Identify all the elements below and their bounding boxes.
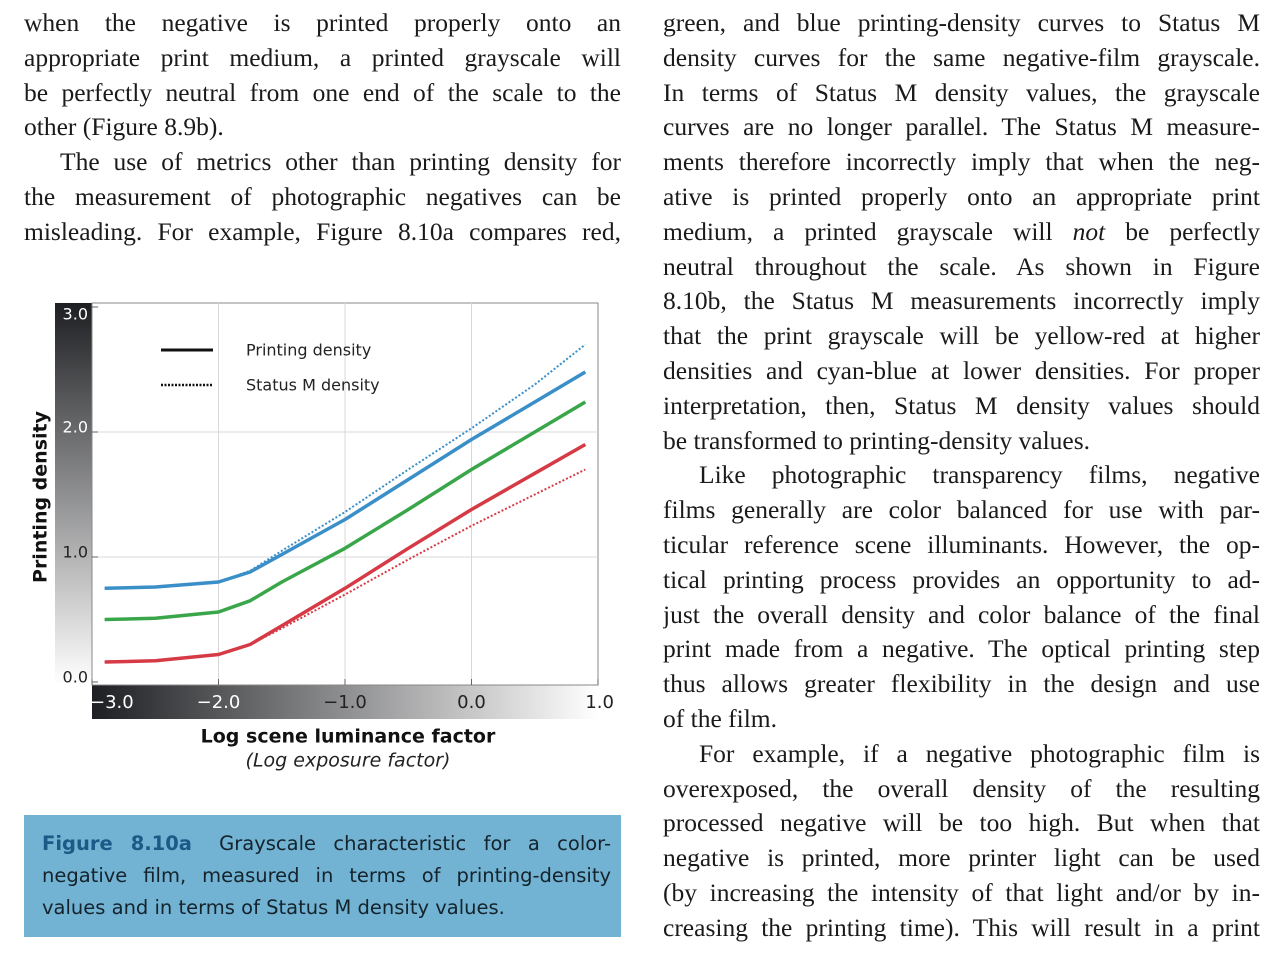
text-line: (by increasing the intensity of that lig… xyxy=(663,877,1260,907)
x-tick-label: −1.0 xyxy=(323,692,367,713)
text-line: of the film. xyxy=(663,703,778,733)
density-strip xyxy=(55,303,92,685)
text-line: other (Figure 8.9b). xyxy=(24,112,224,142)
y-axis-label: Printing density xyxy=(30,410,52,583)
text: be perfectly xyxy=(1105,216,1260,246)
y-tick-label: 1.0 xyxy=(63,543,88,562)
data-line xyxy=(104,400,587,622)
caption-text: values and in terms of Status M density … xyxy=(42,896,505,919)
text-line: ative is printed properly onto an approp… xyxy=(663,181,1260,211)
x-tick-label: −3.0 xyxy=(90,692,134,713)
text-line: creasing the printing time). This will r… xyxy=(663,912,1260,942)
data-line xyxy=(104,442,587,664)
text-line: that the print grayscale will be yellow-… xyxy=(663,321,1260,351)
text-line: density curves for the same negative-fil… xyxy=(663,42,1260,72)
text-line: misleading. For example, Figure 8.10a co… xyxy=(24,216,621,246)
x-tick-label: 0.0 xyxy=(457,692,486,713)
text-line: processed negative will be too high. But… xyxy=(663,808,1260,838)
x-axis-label: Log scene luminance factor xyxy=(201,726,496,748)
text-line: just the overall density and color balan… xyxy=(663,599,1260,629)
figure-caption: Figure 8.10a Grayscale characteristic fo… xyxy=(24,815,621,937)
data-line xyxy=(104,468,586,663)
text-line: densities and cyan-blue at lower densiti… xyxy=(663,355,1260,385)
text-line: In terms of Status M density values, the… xyxy=(663,77,1260,107)
x-tick-label: 1.0 xyxy=(585,692,614,713)
text-line: interpretation, then, Status M density v… xyxy=(663,390,1260,420)
figure-label: Figure 8.10a xyxy=(42,832,192,855)
text-line: films generally are color balanced for u… xyxy=(663,495,1260,525)
text-line: when the negative is printed properly on… xyxy=(24,8,621,37)
text-line: green, and blue printing-density curves … xyxy=(663,8,1260,37)
text-line: thus allows greater flexibility in the d… xyxy=(663,669,1260,699)
text-line: appropriate print medium, a printed gray… xyxy=(24,42,621,72)
text-line: be transformed to printing-density value… xyxy=(663,425,1091,455)
text-line: 8.10b, the Status M measurements incorre… xyxy=(663,286,1260,316)
text-line: ticular reference scene illuminants. How… xyxy=(663,529,1260,559)
caption-text: Grayscale characteristic for a color- xyxy=(219,832,611,855)
text-line: ments therefore incorrectly imply that w… xyxy=(663,147,1260,177)
text-line: overexposed, the overall density of the … xyxy=(663,773,1260,803)
exposure-strip xyxy=(92,685,598,719)
data-line xyxy=(104,343,586,590)
text-line: Like photographic transparency films, ne… xyxy=(699,460,1260,490)
x-tick-label: −2.0 xyxy=(197,692,241,713)
legend-label: Status M density xyxy=(246,376,380,395)
y-tick-label: 3.0 xyxy=(63,305,88,324)
legend-label: Printing density xyxy=(246,341,371,360)
text-line: negative is printed, more printer light … xyxy=(663,843,1260,873)
text: medium, a printed grayscale will xyxy=(663,216,1073,246)
text-line: be perfectly neutral from one end of the… xyxy=(24,77,621,107)
caption-line: negative film, measured in terms of prin… xyxy=(42,860,611,892)
caption-line: values and in terms of Status M density … xyxy=(42,892,611,924)
text-line: tical printing process provides an oppor… xyxy=(663,564,1260,594)
text-line: neutral throughout the scale. As shown i… xyxy=(663,251,1260,281)
text-line: For example, if a negative photographic … xyxy=(699,738,1260,768)
emphasis: not xyxy=(1072,216,1106,246)
text-line: curves are no longer parallel. The Statu… xyxy=(663,112,1260,142)
text-line: the measurement of photographic negative… xyxy=(24,181,621,211)
text-line: print made from a negative. The optical … xyxy=(663,634,1260,664)
text-line: The use of metrics other than printing d… xyxy=(60,147,621,177)
text-column: when the negative is printed properly on… xyxy=(24,6,621,250)
caption-line: Figure 8.10a Grayscale characteristic fo… xyxy=(42,828,611,860)
text-line: medium, a printed grayscale will not be … xyxy=(663,215,1260,250)
caption-text: negative film, measured in terms of prin… xyxy=(42,864,611,887)
x-axis-sublabel: (Log exposure factor) xyxy=(246,750,451,772)
text-column: green, and blue printing-density curves … xyxy=(663,6,1260,946)
chart: 0.0 1.0 2.0 3.0 −3.0 −2.0 −1.0 0.0 1.0 Printing d… xyxy=(30,302,614,772)
y-tick-label: 2.0 xyxy=(63,418,88,437)
data-line xyxy=(104,370,587,591)
y-tick-label: 0.0 xyxy=(63,668,88,687)
